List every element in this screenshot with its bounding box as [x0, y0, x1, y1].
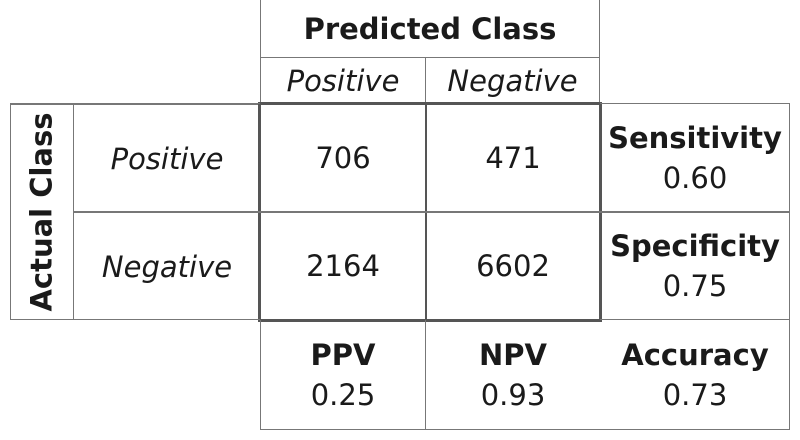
accuracy-cell: Accuracy 0.73 [600, 320, 790, 430]
bottom-mid-border [425, 320, 426, 430]
actual-positive-label: Positive [74, 104, 260, 212]
specificity-label: Specificity [610, 229, 780, 263]
npv-value: 0.93 [480, 378, 546, 412]
true-negative-value: 6602 [476, 249, 550, 283]
actual-negative-label: Negative [74, 212, 260, 320]
false-negative-value: 471 [485, 141, 541, 175]
matrix-divider-horizontal [74, 211, 790, 213]
left-border-top [10, 103, 260, 104]
accuracy-value: 0.73 [662, 378, 728, 412]
ppv-cell: PPV 0.25 [260, 320, 426, 430]
true-positive-value: 706 [315, 141, 371, 175]
specificity-value: 0.75 [662, 269, 728, 303]
matrix-border-top [258, 102, 602, 105]
ppv-value: 0.25 [310, 378, 376, 412]
left-border-bottom [10, 319, 260, 320]
actual-class-header: Actual Class [25, 112, 60, 312]
bottom-left-border [260, 320, 261, 430]
right-border-mid [600, 319, 790, 320]
right-border-outer [789, 103, 790, 430]
accuracy-label: Accuracy [621, 338, 769, 372]
actual-class-header-cell: Actual Class [10, 104, 74, 320]
ppv-label: PPV [310, 338, 376, 372]
predicted-positive-label: Positive [260, 58, 426, 104]
sensitivity-value: 0.60 [662, 161, 728, 195]
sensitivity-label: Sensitivity [608, 121, 782, 155]
predicted-class-header: Predicted Class [260, 0, 600, 58]
matrix-border-bottom [258, 319, 602, 322]
npv-cell: NPV 0.93 [426, 320, 600, 430]
sensitivity-cell: Sensitivity 0.60 [600, 104, 790, 212]
npv-label: NPV [479, 338, 547, 372]
predicted-negative-label: Negative [426, 58, 600, 104]
right-border-top [600, 103, 790, 104]
specificity-cell: Specificity 0.75 [600, 212, 790, 320]
false-positive-value: 2164 [306, 249, 380, 283]
bottom-border [260, 429, 790, 430]
